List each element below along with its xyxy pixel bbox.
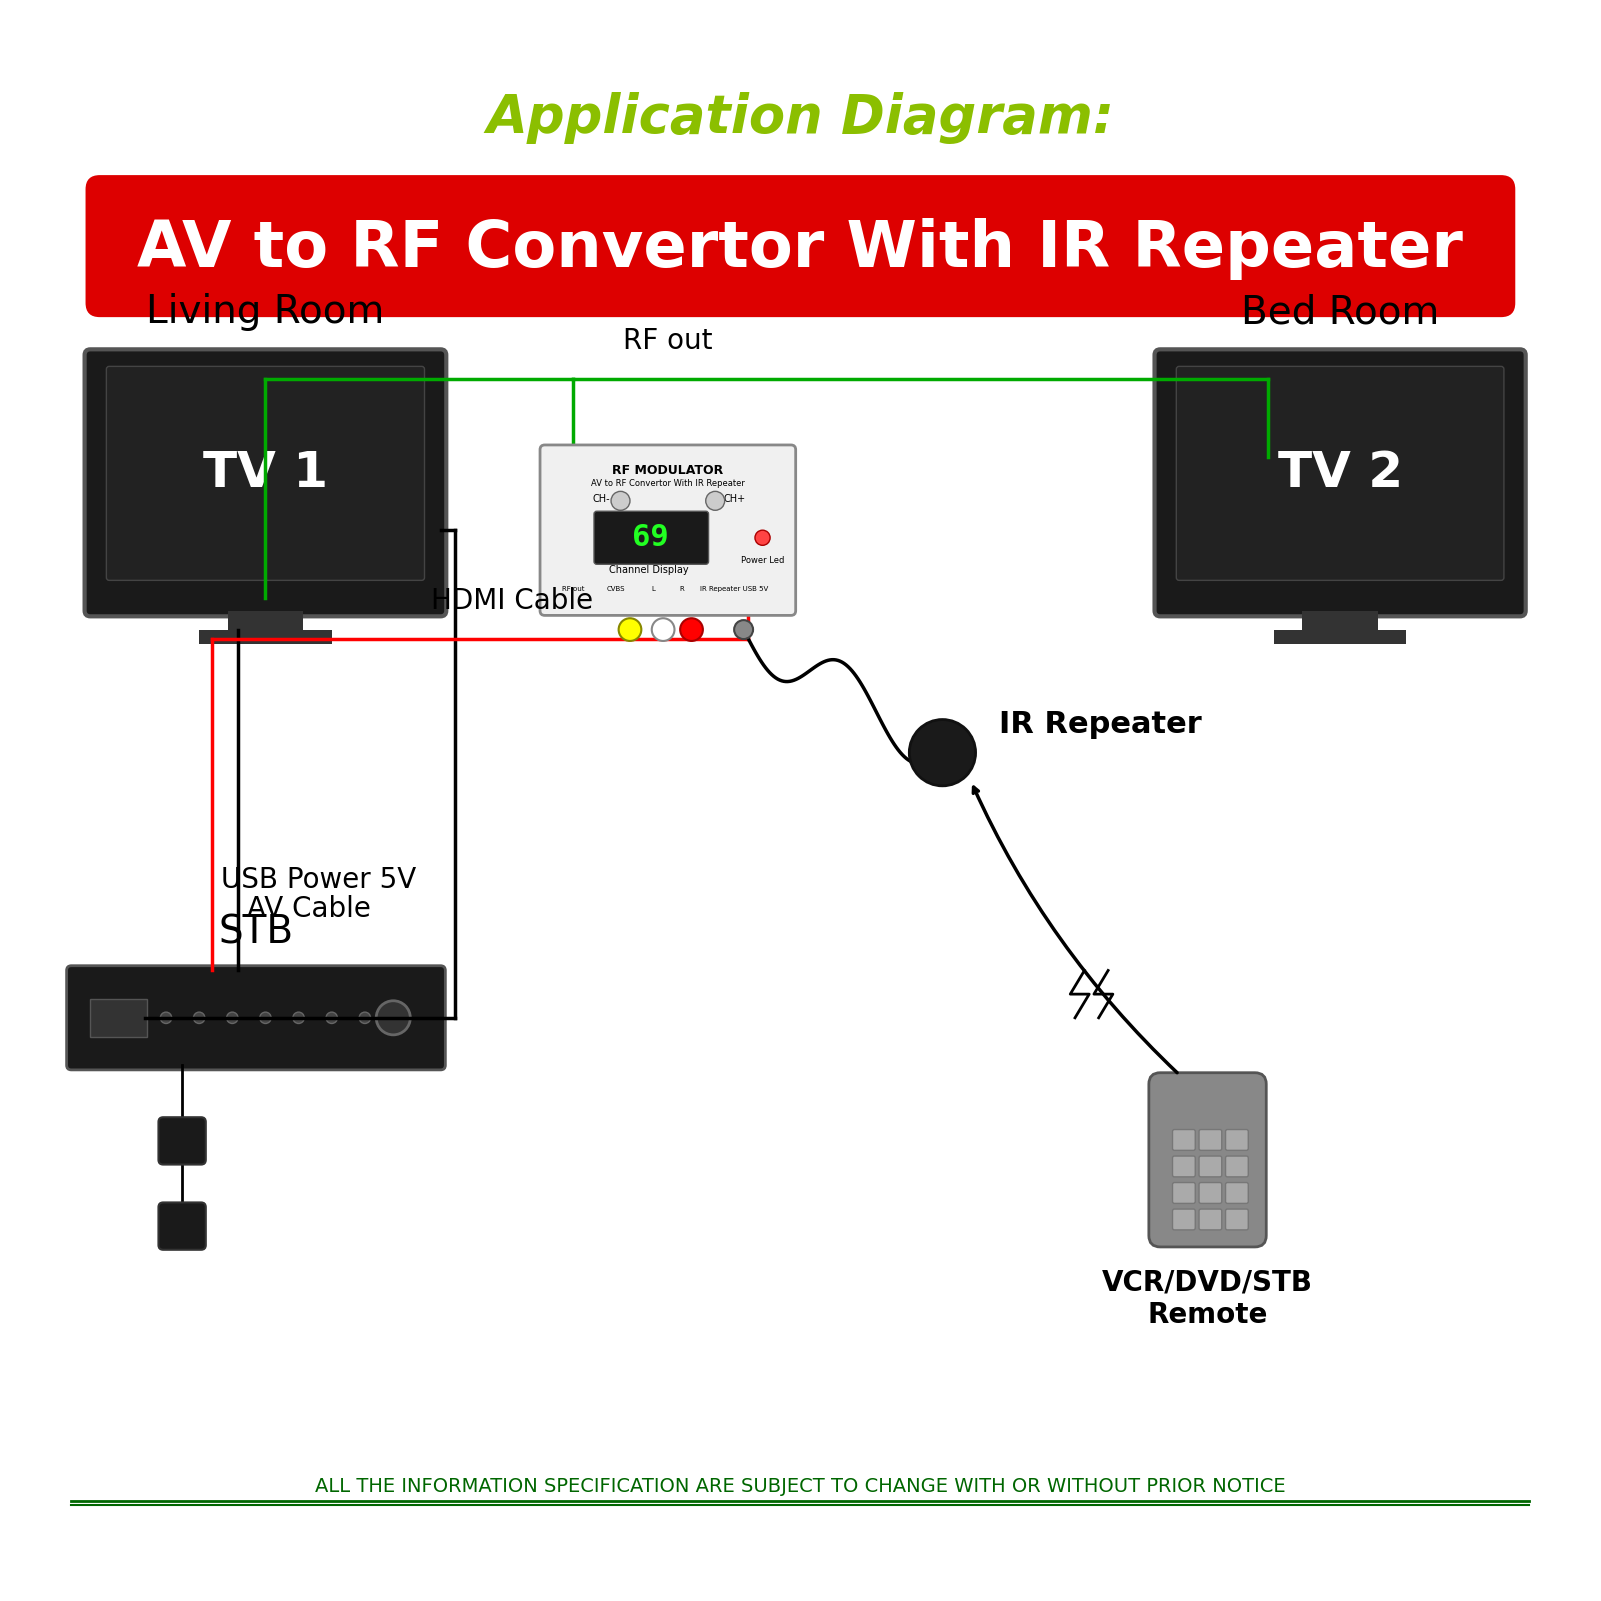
Text: 69: 69: [632, 524, 669, 552]
FancyBboxPatch shape: [1172, 1209, 1196, 1230]
FancyBboxPatch shape: [1172, 1156, 1196, 1177]
FancyBboxPatch shape: [1177, 367, 1503, 580]
FancyBboxPatch shape: [106, 367, 424, 580]
Text: AV to RF Convertor With IR Repeater: AV to RF Convertor With IR Repeater: [138, 218, 1463, 280]
FancyBboxPatch shape: [1225, 1209, 1249, 1230]
Text: HDMI Cable: HDMI Cable: [431, 588, 594, 615]
Circle shape: [259, 1012, 271, 1023]
Text: Living Room: Living Room: [146, 293, 384, 331]
FancyBboxPatch shape: [158, 1202, 207, 1250]
FancyBboxPatch shape: [1199, 1209, 1222, 1230]
Text: TV 1: TV 1: [203, 450, 328, 498]
FancyBboxPatch shape: [85, 175, 1515, 317]
Text: RF out: RF out: [562, 586, 584, 592]
Text: CVBS: CVBS: [607, 586, 624, 592]
Circle shape: [612, 492, 629, 511]
Circle shape: [652, 618, 674, 640]
FancyBboxPatch shape: [67, 965, 445, 1069]
Bar: [1302, 610, 1378, 634]
Text: IR Repeater USB 5V: IR Repeater USB 5V: [700, 586, 768, 592]
Text: RF MODULATOR: RF MODULATOR: [612, 464, 724, 477]
FancyBboxPatch shape: [1199, 1156, 1222, 1177]
Circle shape: [680, 618, 703, 640]
FancyBboxPatch shape: [1199, 1130, 1222, 1151]
Circle shape: [909, 719, 975, 786]
FancyBboxPatch shape: [1154, 349, 1526, 616]
Text: CH+: CH+: [724, 495, 744, 504]
Circle shape: [227, 1012, 239, 1023]
Text: Power Led: Power Led: [741, 556, 784, 565]
Circle shape: [706, 492, 725, 511]
FancyBboxPatch shape: [1225, 1156, 1249, 1177]
FancyBboxPatch shape: [85, 349, 447, 616]
Text: STB: STB: [218, 914, 293, 951]
Text: ALL THE INFORMATION SPECIFICATION ARE SUBJECT TO CHANGE WITH OR WITHOUT PRIOR NO: ALL THE INFORMATION SPECIFICATION ARE SU…: [315, 1478, 1286, 1495]
Circle shape: [756, 530, 770, 546]
Text: Channel Display: Channel Display: [608, 565, 688, 575]
FancyBboxPatch shape: [1172, 1183, 1196, 1204]
Circle shape: [376, 1001, 410, 1034]
Text: L: L: [652, 586, 655, 592]
Circle shape: [293, 1012, 304, 1023]
Text: IR Repeater: IR Repeater: [999, 709, 1202, 738]
Bar: [90, 999, 147, 1037]
Text: RF out: RF out: [623, 327, 712, 355]
FancyBboxPatch shape: [158, 1117, 207, 1164]
Bar: [199, 629, 331, 644]
Circle shape: [735, 620, 752, 639]
Text: AV Cable: AV Cable: [247, 895, 371, 922]
FancyBboxPatch shape: [1199, 1183, 1222, 1204]
Bar: [227, 610, 303, 634]
Circle shape: [327, 1012, 338, 1023]
Circle shape: [359, 1012, 370, 1023]
FancyBboxPatch shape: [1225, 1183, 1249, 1204]
FancyBboxPatch shape: [1150, 1073, 1266, 1247]
Text: AV to RF Convertor With IR Repeater: AV to RF Convertor With IR Repeater: [591, 479, 744, 488]
Bar: [1274, 629, 1406, 644]
Circle shape: [618, 618, 642, 640]
FancyBboxPatch shape: [1172, 1130, 1196, 1151]
FancyBboxPatch shape: [540, 445, 796, 615]
Text: VCR/DVD/STB
Remote: VCR/DVD/STB Remote: [1101, 1268, 1313, 1329]
Text: USB Power 5V: USB Power 5V: [221, 866, 416, 895]
Text: R: R: [680, 586, 685, 592]
Text: TV 2: TV 2: [1278, 450, 1402, 498]
Circle shape: [160, 1012, 171, 1023]
Text: Application Diagram:: Application Diagram:: [487, 93, 1114, 144]
Text: Bed Room: Bed Room: [1241, 293, 1439, 331]
Text: CH-: CH-: [592, 495, 610, 504]
FancyBboxPatch shape: [594, 511, 709, 564]
FancyBboxPatch shape: [1225, 1130, 1249, 1151]
Circle shape: [194, 1012, 205, 1023]
